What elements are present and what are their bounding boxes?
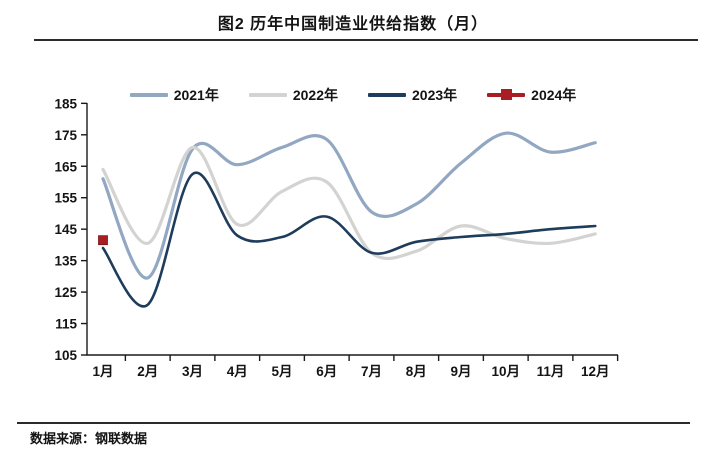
legend-item-2021年[interactable]: 2021年 — [129, 85, 219, 105]
x-axis-month-label: 5月 — [271, 364, 292, 379]
data-point-marker-2024年 — [98, 235, 108, 246]
y-axis-tick-label: 175 — [54, 128, 77, 143]
legend-label: 2024年 — [531, 87, 577, 103]
x-axis-month-label: 7月 — [361, 364, 382, 379]
x-axis-month-label: 3月 — [182, 364, 203, 379]
x-axis-month-label: 11月 — [537, 364, 565, 379]
x-axis-month-label: 12月 — [581, 364, 610, 379]
y-axis-tick-label: 155 — [54, 191, 77, 206]
y-axis-tick-label: 125 — [54, 285, 77, 300]
x-axis-month-label: 8月 — [406, 364, 427, 379]
top-divider — [34, 39, 698, 41]
legend-label: 2022年 — [292, 87, 338, 103]
y-axis-tick-label: 165 — [54, 159, 77, 174]
y-axis-tick-label: 185 — [54, 96, 77, 111]
legend-item-2022年[interactable]: 2022年 — [248, 85, 338, 105]
x-axis-month-label: 4月 — [227, 364, 248, 379]
legend-label: 2023年 — [412, 87, 458, 103]
chart-legend: 2021年 2022年 2023年 2024年 — [0, 85, 706, 105]
legend-line-swatch — [487, 89, 526, 100]
legend-line-swatch — [129, 93, 168, 97]
y-axis-tick-label: 105 — [54, 348, 77, 363]
series-line-2023年 — [101, 171, 597, 308]
data-source-note: 数据来源：钢联数据 — [30, 431, 148, 446]
x-axis-month-label: 1月 — [92, 364, 113, 379]
series-line-2022年 — [101, 145, 597, 261]
x-axis-month-label: 9月 — [450, 364, 471, 379]
y-axis-tick-label: 145 — [54, 222, 77, 237]
x-axis-month-label: 10月 — [491, 364, 520, 379]
x-axis-month-label: 2月 — [137, 364, 158, 379]
bottom-divider — [17, 422, 690, 424]
legend-square-marker-icon — [501, 89, 513, 100]
legend-item-2024年[interactable]: 2024年 — [487, 85, 576, 105]
y-axis-tick-label: 135 — [54, 254, 77, 269]
series-line-2021年 — [101, 131, 597, 280]
legend-item-2023年[interactable]: 2023年 — [368, 85, 457, 105]
legend-line-swatch — [368, 93, 406, 97]
y-axis-tick-label: 115 — [55, 317, 77, 332]
chart-title: 图2 历年中国制造业供给指数（月） — [217, 16, 489, 33]
x-axis-month-label: 6月 — [316, 364, 337, 379]
legend-line-swatch — [248, 93, 287, 97]
legend-label: 2021年 — [173, 87, 219, 103]
